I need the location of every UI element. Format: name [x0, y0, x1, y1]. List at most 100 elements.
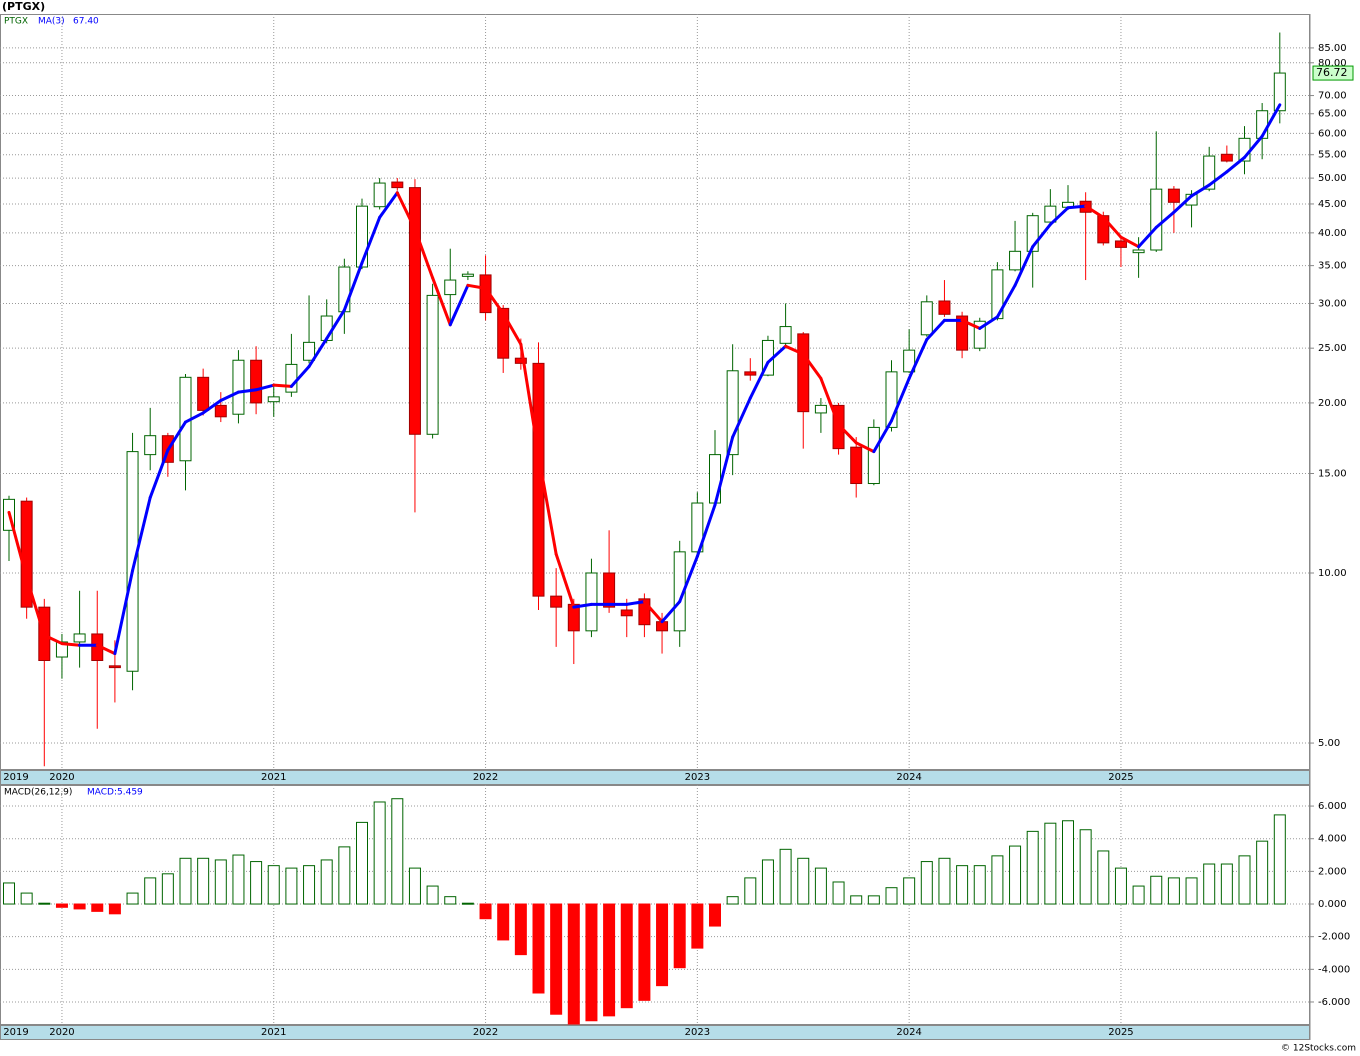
- ma-segment: [184, 411, 205, 424]
- macd-bar: [426, 885, 439, 905]
- y-tick-label: 5.00: [1318, 738, 1340, 749]
- ma-segment: [448, 283, 470, 327]
- macd-bar: [373, 801, 386, 905]
- macd-bar: [391, 798, 404, 905]
- macd-bar: [479, 903, 492, 920]
- ma-segment: [378, 191, 399, 219]
- macd-bar: [638, 903, 651, 1001]
- macd-bar: [903, 877, 916, 905]
- y-tick-label: 80.00: [1318, 58, 1347, 69]
- ma-segment: [907, 337, 929, 380]
- candle-body: [585, 572, 598, 632]
- macd-bar: [356, 821, 368, 905]
- candle-body: [814, 404, 827, 414]
- candle-body: [885, 371, 898, 428]
- price-panel: [0, 14, 1310, 770]
- candle-body: [232, 359, 245, 415]
- candle-body: [126, 451, 139, 672]
- chart-title: (PTGX): [2, 0, 45, 13]
- ma-segment: [748, 360, 770, 400]
- ma-segment: [219, 390, 240, 402]
- candle-body: [938, 300, 951, 315]
- ma-segment: [678, 554, 699, 604]
- macd-bar: [514, 903, 527, 956]
- candle-body: [779, 326, 792, 344]
- macd-bar: [1167, 877, 1180, 905]
- candle-body: [426, 294, 439, 435]
- macd-bar: [991, 855, 1004, 905]
- ma-segment: [201, 398, 223, 415]
- candle-body: [197, 376, 210, 411]
- ma-segment: [289, 365, 311, 388]
- macd-bar: [1150, 875, 1163, 905]
- y-tick-label: -4.000: [1318, 964, 1350, 975]
- y-tick-label: 25.00: [1318, 343, 1347, 354]
- ma-segment: [1101, 215, 1123, 239]
- macd-bar: [885, 887, 898, 905]
- ma-segment: [60, 642, 82, 647]
- x-tick-label: 2024: [896, 1027, 921, 1038]
- ma-segment: [731, 396, 752, 439]
- x-tick-label: 2020: [49, 1027, 74, 1038]
- macd-bar: [567, 903, 580, 1025]
- macd-bar: [179, 857, 192, 905]
- candle-body: [973, 320, 986, 349]
- ma-segment: [1013, 245, 1035, 287]
- footer: © 12Stocks.com: [1281, 1044, 1356, 1054]
- macd-bar: [1079, 829, 1092, 905]
- macd-bar: [408, 867, 421, 905]
- macd-bar: [956, 865, 969, 905]
- ma-segment: [801, 352, 823, 380]
- macd-panel: [0, 785, 1310, 1025]
- candle-body: [267, 396, 280, 403]
- candle-body: [620, 609, 633, 617]
- ma-segment: [519, 342, 540, 457]
- ma-segment: [890, 376, 911, 423]
- ma-segment: [431, 276, 452, 327]
- macd-bar: [656, 903, 669, 987]
- y-tick-label: 0.000: [1318, 899, 1347, 910]
- candle-body: [144, 435, 157, 456]
- ma-segment: [642, 600, 664, 624]
- macd-bar: [1185, 877, 1198, 905]
- candle-body: [391, 181, 404, 189]
- ma-segment: [625, 600, 646, 606]
- macd-value: MACD:5.459: [87, 788, 143, 798]
- macd-bar: [250, 861, 263, 905]
- macd-bar: [285, 867, 298, 905]
- ma-segment: [131, 496, 152, 573]
- candle-body: [726, 370, 739, 456]
- candle-body: [408, 187, 421, 435]
- ma-segment: [995, 283, 1017, 319]
- y-tick-label: 35.00: [1318, 261, 1347, 272]
- candle-body: [638, 598, 651, 626]
- macd-bar: [867, 895, 880, 905]
- candle-body: [850, 446, 863, 485]
- ma-segment: [236, 388, 258, 394]
- x-tick-label: 2021: [261, 1027, 286, 1038]
- candle-body: [1132, 249, 1145, 254]
- candle-body: [461, 273, 474, 277]
- macd-bar: [973, 865, 986, 905]
- ma-segment: [325, 308, 346, 341]
- macd-bar: [461, 902, 474, 905]
- macd-bar: [550, 903, 563, 1015]
- ma-segment: [254, 383, 276, 392]
- ma-segment: [1048, 206, 1070, 226]
- y-tick-label: 10.00: [1318, 568, 1347, 579]
- macd-bar: [779, 848, 792, 905]
- macd-bar: [938, 857, 951, 905]
- candle-body: [1026, 215, 1039, 252]
- candle-body: [497, 307, 510, 359]
- candle-body: [603, 572, 616, 608]
- x-tick-label: 2023: [685, 1027, 710, 1038]
- x-tick-label: 2023: [685, 772, 710, 783]
- macd-bar: [726, 896, 739, 905]
- candle-body: [1203, 155, 1216, 190]
- y-tick-label: -6.000: [1318, 997, 1350, 1008]
- macd-bar: [832, 881, 845, 905]
- macd-bar: [1273, 814, 1286, 905]
- candle-body: [73, 633, 86, 643]
- ma-segment: [166, 420, 187, 452]
- candle-body: [514, 357, 527, 364]
